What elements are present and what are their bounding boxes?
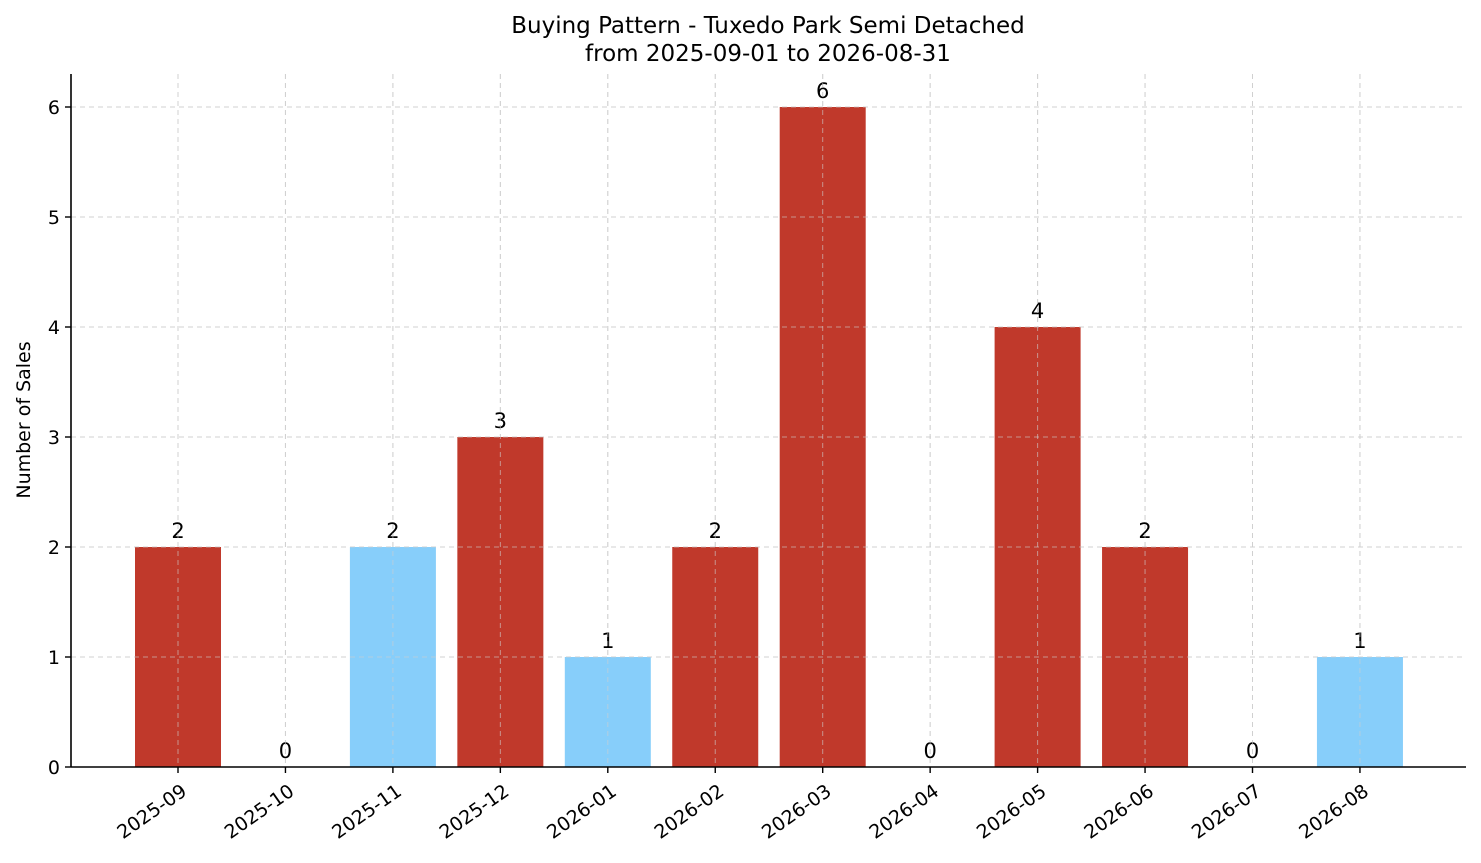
bar (564, 657, 651, 767)
x-tick-label: 2026-03 (758, 780, 836, 844)
y-tick-label: 2 (48, 537, 60, 559)
x-tick-label: 2025-11 (328, 780, 406, 844)
x-tick-label: 2026-02 (650, 780, 728, 844)
bar-value-label: 2 (709, 519, 722, 543)
y-tick-label: 6 (48, 97, 60, 119)
x-tick-label: 2025-09 (113, 780, 191, 844)
bar-value-label: 2 (386, 519, 399, 543)
y-axis-label: Number of Sales (13, 341, 35, 498)
bar-value-label: 6 (816, 79, 829, 103)
x-tick-label: 2026-07 (1188, 780, 1266, 844)
x-tick-label: 2026-08 (1295, 780, 1373, 844)
y-tick-label: 1 (48, 647, 60, 669)
y-tick-label: 3 (48, 427, 60, 449)
y-tick-label: 4 (48, 317, 60, 339)
x-tick-label: 2025-10 (221, 780, 299, 844)
bar-value-label: 2 (1138, 519, 1151, 543)
x-tick-label: 2026-06 (1080, 780, 1158, 844)
grid-layer (71, 74, 1466, 768)
x-tick-label: 2026-05 (973, 780, 1051, 844)
bar-value-label: 2 (171, 519, 184, 543)
y-tick-label: 0 (48, 757, 60, 779)
chart-title: Buying Pattern - Tuxedo Park Semi Detach… (511, 13, 1025, 39)
x-tick-label: 2025-12 (436, 780, 514, 844)
x-tick-label: 2026-04 (865, 780, 943, 844)
x-tick-label: 2026-01 (543, 780, 621, 844)
chart-subtitle: from 2025-09-01 to 2026-08-31 (585, 41, 951, 67)
y-tick-label: 5 (48, 207, 60, 229)
bar (1316, 657, 1403, 767)
bar (349, 547, 436, 767)
